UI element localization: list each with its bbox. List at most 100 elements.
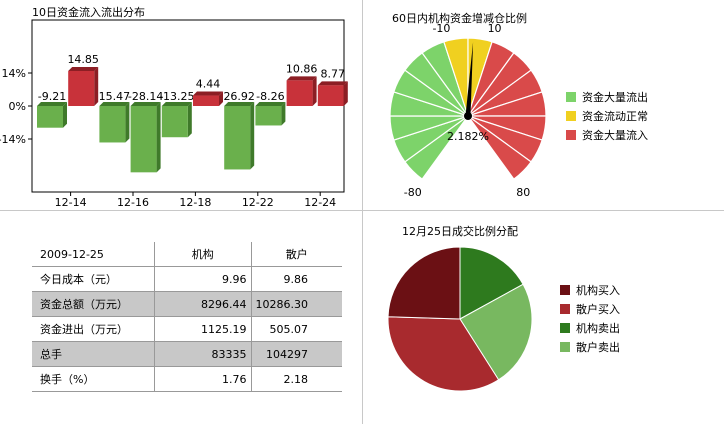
bar-side (94, 66, 99, 106)
legend-label: 资金流动正常 (582, 109, 648, 123)
gauge-segment (467, 115, 532, 180)
legend-item-outflow: 资金大量流出 (566, 87, 648, 106)
table-row: 总手 83335 104297 (32, 341, 342, 367)
bar (37, 106, 63, 128)
row-value-retail: 505.07 (250, 316, 342, 342)
bar-side (187, 102, 192, 138)
bar-side (281, 102, 286, 126)
bar-side (250, 102, 255, 170)
bar-value-label: -8.26 (256, 90, 284, 103)
gauge-hub (464, 112, 472, 120)
bar-chart: 14% 0% -14% -9.21 14.85 15.47-28.14-13.254.44… (0, 19, 348, 209)
legend-item-inflow: 资金大量流入 (566, 125, 648, 144)
y-tick-label: 14% (2, 67, 26, 80)
legend-swatch (560, 341, 570, 352)
pie-chart-title: 12月25日成交比例分配 (402, 225, 518, 238)
table-date: 2009-12-25 (32, 242, 155, 267)
table-col-institution: 机构 (153, 242, 251, 267)
row-value-retail: 2.18 (250, 366, 342, 392)
legend-swatch (566, 110, 576, 121)
bar-side (312, 76, 317, 106)
legend-label: 机构卖出 (576, 321, 620, 335)
legend-label: 资金大量流出 (582, 90, 648, 104)
legend-item-normal: 资金流动正常 (566, 106, 648, 125)
x-tick-label: 12-16 (117, 196, 149, 209)
bar (161, 106, 188, 138)
bar-value-label: 26.92 (223, 90, 255, 103)
bar-chart-title: 10日资金流入流出分布 (32, 6, 145, 19)
gauge-chart: -80 -10 10 80 2.182% (389, 22, 547, 199)
y-tick-label: -14% (0, 133, 26, 146)
table-row: 资金总额（万元） 8296.44 10286.30 (32, 291, 342, 317)
row-value-institution: 9.96 (153, 266, 251, 292)
gauge-needle (465, 42, 474, 117)
bar-side (125, 102, 130, 143)
bar-top (255, 102, 286, 106)
x-tick-label: 12-14 (55, 196, 87, 209)
pie-slice (459, 246, 524, 320)
bar-side (219, 91, 223, 106)
bar-top (161, 102, 192, 106)
bar (99, 106, 126, 143)
row-value-institution: 83335 (153, 341, 251, 367)
legend-item-retail-buy: 散户买入 (560, 299, 620, 318)
horizontal-divider (0, 210, 724, 211)
legend-swatch (566, 91, 576, 102)
bar-value-label: -28.14 (128, 90, 163, 103)
bar-side (156, 102, 161, 173)
row-value-retail: 10286.30 (250, 291, 342, 317)
pie-chart (387, 246, 533, 392)
bar (224, 106, 251, 170)
gauge-chart-title: 60日内机构资金增减仓比例 (392, 12, 527, 25)
table-col-retail: 散户 (250, 242, 342, 267)
row-label: 今日成本（元） (32, 266, 155, 292)
bar-top (224, 102, 255, 106)
bar-top (130, 102, 161, 106)
table-row: 换手（%） 1.76 2.18 (32, 366, 342, 392)
gauge-tick-label: 10 (488, 22, 502, 35)
pie-slice (387, 246, 461, 320)
x-tick-label: 12-24 (304, 196, 336, 209)
bar (193, 95, 219, 106)
bar-top (317, 81, 348, 86)
bar (130, 106, 157, 173)
bar (255, 106, 282, 126)
row-label: 总手 (32, 341, 155, 367)
bar-value-label: -9.21 (38, 90, 66, 103)
vertical-divider (362, 0, 363, 424)
gauge-tick-label: -80 (404, 186, 422, 199)
row-label: 资金总额（万元） (32, 291, 155, 317)
bar-top (68, 66, 99, 71)
table-header-row: 2009-12-25 机构 散户 (32, 242, 342, 267)
pie-slice (387, 316, 500, 392)
bar (68, 70, 95, 106)
legend-item-inst-sell: 机构卖出 (560, 318, 620, 337)
pie-legend: 机构买入 散户买入 机构卖出 散户卖出 (560, 280, 620, 356)
bar-side (343, 81, 348, 106)
legend-label: 散户买入 (576, 302, 620, 316)
legend-label: 机构买入 (576, 283, 620, 297)
row-label: 资金进出（万元） (32, 316, 155, 342)
bar-top (99, 102, 130, 106)
legend-swatch (560, 322, 570, 333)
bar-value-label: 10.86 (286, 62, 318, 75)
bar-value-label: 4.44 (196, 78, 221, 91)
row-value-retail: 104297 (250, 341, 342, 367)
legend-swatch (566, 129, 576, 140)
gauge-tick-label: -10 (432, 22, 450, 35)
legend-item-retail-sell: 散户卖出 (560, 337, 620, 356)
bar-value-label: 8.77 (321, 67, 346, 80)
row-value-institution: 1125.19 (153, 316, 251, 342)
gauge-value-label: 2.182% (447, 130, 489, 143)
x-tick-label: 12-18 (179, 196, 211, 209)
table-row: 资金进出（万元） 1125.19 505.07 (32, 316, 342, 342)
row-value-retail: 9.86 (250, 266, 342, 292)
row-value-institution: 8296.44 (153, 291, 251, 317)
gauge-tick-label: 80 (516, 186, 530, 199)
bar-side (63, 102, 67, 128)
bar (317, 85, 344, 106)
legend-item-inst-buy: 机构买入 (560, 280, 620, 299)
bar-value-label: 14.85 (67, 53, 99, 66)
legend-label: 资金大量流入 (582, 128, 648, 142)
bar-top (193, 91, 223, 96)
